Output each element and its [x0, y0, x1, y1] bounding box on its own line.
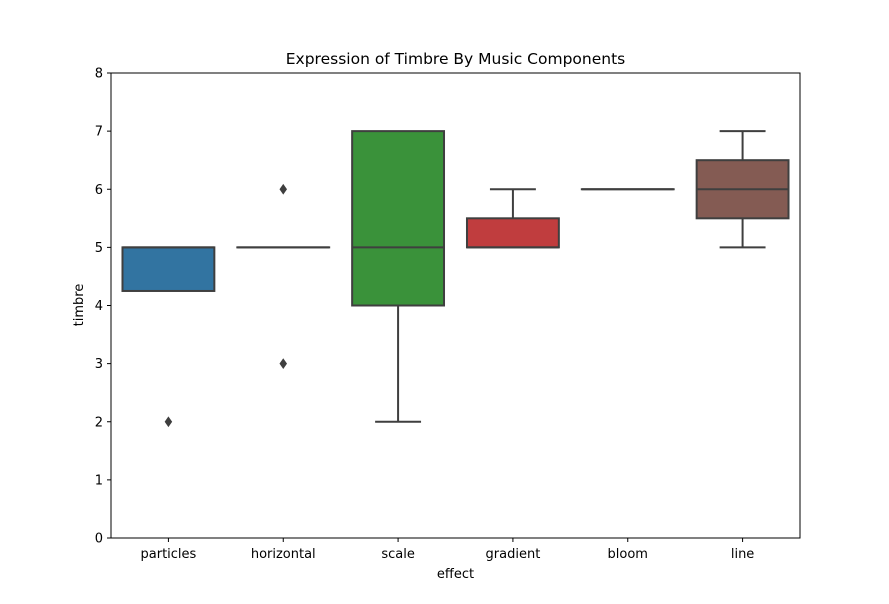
box-group-particles [121, 246, 216, 428]
box [121, 246, 216, 292]
outlier-point [164, 416, 173, 428]
y-tick-label: 2 [95, 415, 103, 430]
box [465, 217, 560, 249]
y-tick-label: 7 [95, 125, 103, 140]
box-group-horizontal [236, 183, 331, 369]
x-tick-label: scale [381, 547, 415, 562]
chart-title: Expression of Timbre By Music Components [286, 50, 626, 68]
x-tick-label: particles [141, 547, 197, 562]
axes-frame [110, 72, 801, 539]
box-group-line [695, 130, 790, 249]
y-tick-label: 4 [95, 299, 103, 314]
y-axis-label: timbre [72, 284, 87, 327]
y-tick-label: 3 [95, 357, 103, 372]
x-tick-label: horizontal [251, 547, 316, 562]
outlier-point [279, 358, 288, 369]
y-tick-label: 8 [95, 67, 103, 82]
y-tick-label: 6 [95, 183, 103, 198]
box-group-gradient [465, 188, 560, 249]
box-group-scale [351, 130, 446, 423]
y-tick-label: 1 [95, 473, 103, 488]
x-tick-label: bloom [608, 547, 648, 562]
box [351, 130, 446, 307]
y-tick-label: 5 [95, 241, 103, 256]
y-tick-label: 0 [95, 532, 103, 547]
plot-area: 0 1 2 3 4 5 6 7 8 particles horizontal scale gradien… [95, 67, 801, 562]
x-tick-label: gradient [486, 547, 541, 562]
x-tick-label: line [731, 547, 754, 562]
outlier-point [279, 183, 288, 195]
x-axis-label: effect [437, 567, 474, 582]
